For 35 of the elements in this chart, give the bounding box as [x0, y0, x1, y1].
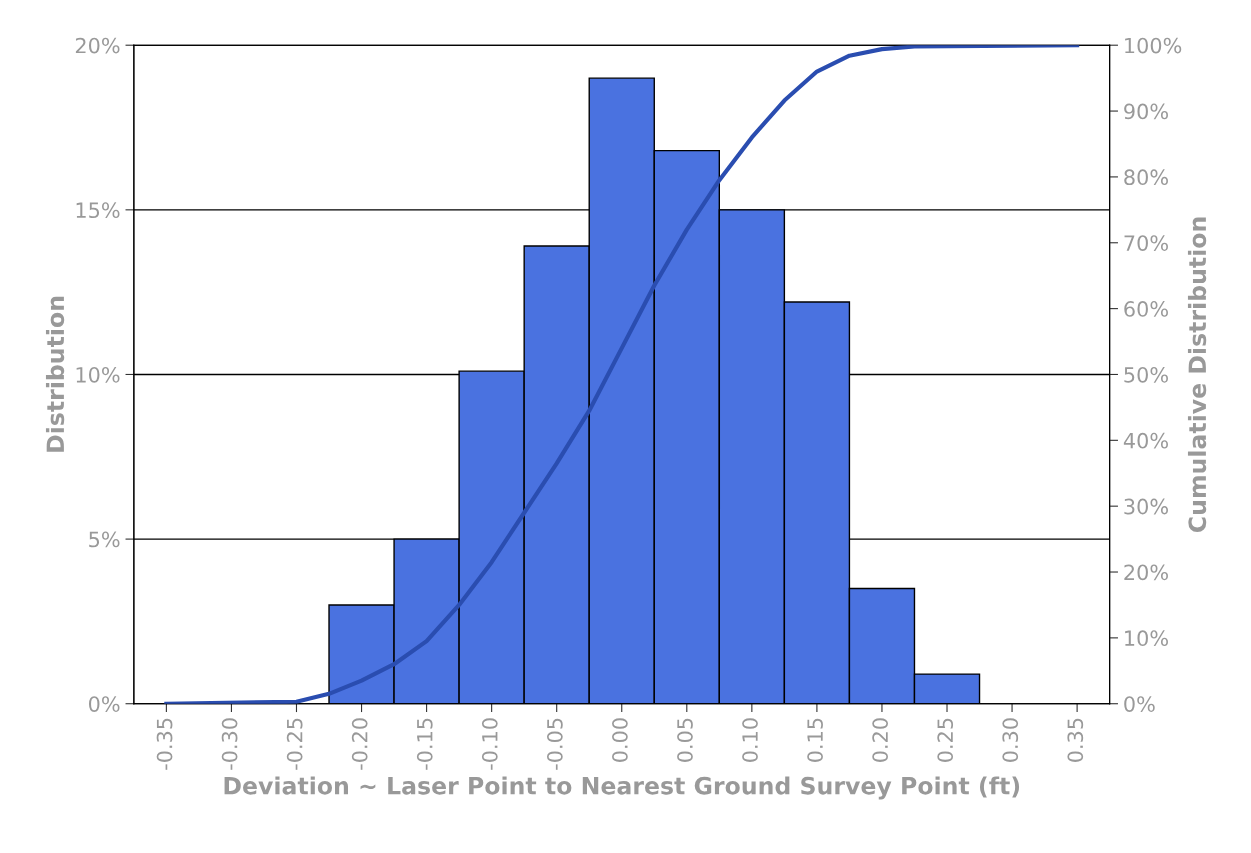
- y2-tick-label: 50%: [1124, 366, 1168, 383]
- x-tick-label: -0.35: [156, 718, 173, 770]
- x-tick-label: 0.10: [742, 718, 758, 762]
- x-tick-label: 0.00: [612, 718, 628, 762]
- x-tick-label: -0.20: [351, 718, 368, 770]
- y-tick-label: 20%: [75, 37, 120, 54]
- y-tick-label: 5%: [89, 531, 120, 548]
- y2-tick-label: 30%: [1124, 498, 1168, 515]
- y2-tick-label: 20%: [1124, 564, 1168, 581]
- y-axis-title: Distribution: [45, 296, 65, 452]
- x-tick-label: 0.20: [872, 718, 888, 762]
- y2-tick-label: 70%: [1124, 235, 1168, 251]
- y-tick-label: 10%: [76, 366, 120, 383]
- y2-tick-label: 40%: [1123, 432, 1168, 449]
- y2-tick-label: 100%: [1125, 37, 1182, 54]
- y-tick-label: 0%: [88, 696, 120, 712]
- y2-axis-title: Cumulative Distribution: [1187, 217, 1207, 533]
- y2-tick-label: 90%: [1124, 103, 1168, 120]
- y2-tick-label: 0%: [1124, 696, 1155, 712]
- y2-tick-label: 80%: [1124, 169, 1168, 186]
- x-tick-label: 0.15: [807, 718, 823, 762]
- x-tick-label: -0.30: [221, 718, 238, 770]
- x-tick-label: -0.05: [546, 718, 563, 770]
- x-tick-label: 0.05: [677, 718, 693, 762]
- x-tick-label: -0.15: [416, 718, 433, 770]
- x-axis-title: Deviation ~ Laser Point to Nearest Ground Survey Point (ft): [224, 776, 1020, 800]
- x-tick-label: -0.10: [481, 718, 498, 770]
- x-tick-label: 0.35: [1067, 718, 1084, 762]
- x-tick-label: 0.30: [1002, 718, 1019, 762]
- y2-tick-label: 10%: [1125, 630, 1168, 647]
- line-series: [164, 45, 1080, 704]
- x-tick-label: 0.25: [937, 718, 954, 762]
- x-tick-label: -0.25: [286, 718, 303, 770]
- y2-tick-label: 60%: [1124, 301, 1168, 317]
- y-tick-label: 15%: [76, 202, 120, 219]
